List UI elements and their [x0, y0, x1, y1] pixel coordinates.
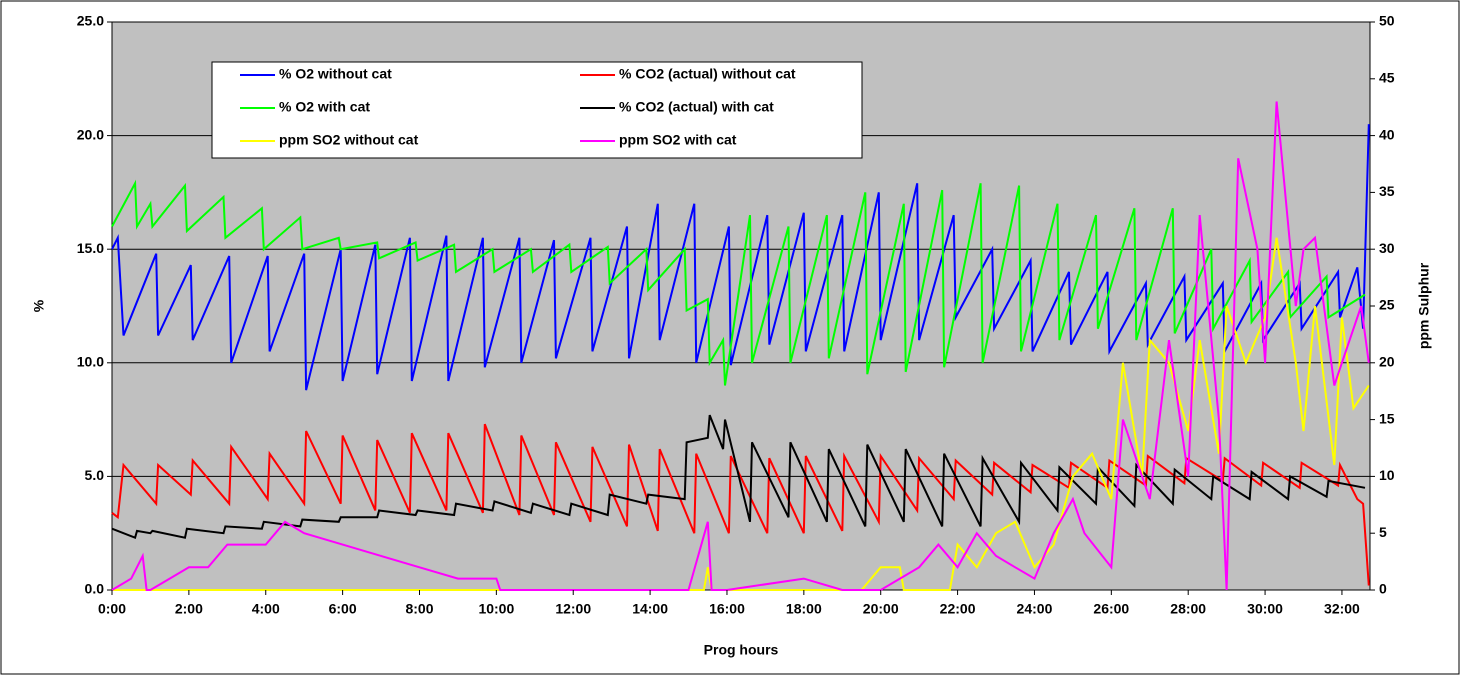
x-tick-label: 8:00: [405, 601, 433, 617]
x-tick-label: 18:00: [786, 601, 822, 617]
x-tick-label: 26:00: [1093, 601, 1129, 617]
x-tick-label: 0:00: [98, 601, 126, 617]
legend-label: % CO2 (actual) without cat: [619, 66, 796, 82]
y-tick-label: 20.0: [77, 126, 104, 142]
y2-tick-label: 50: [1379, 13, 1395, 29]
y2-tick-label: 20: [1379, 354, 1395, 370]
x-tick-label: 24:00: [1017, 601, 1053, 617]
x-axis-title: Prog hours: [704, 642, 779, 658]
series-line: [112, 237, 1370, 591]
legend-label: % O2 without cat: [279, 66, 392, 82]
x-tick-label: 6:00: [329, 601, 357, 617]
series-line: [111, 124, 1370, 391]
y-tick-label: 15.0: [77, 240, 104, 256]
y2-axis-title: ppm Sulphur: [1416, 262, 1432, 349]
legend-box: [211, 61, 863, 159]
y-tick-label: 25.0: [77, 13, 104, 29]
x-tick-label: 16:00: [709, 601, 745, 617]
y-tick-label: 5.0: [85, 467, 105, 483]
y2-tick-label: 40: [1379, 126, 1395, 142]
x-tick-label: 32:00: [1324, 601, 1360, 617]
y2-tick-label: 5: [1379, 524, 1387, 540]
x-tick-label: 14:00: [632, 601, 668, 617]
legend-label: ppm SO2 without cat: [279, 132, 419, 148]
y2-tick-label: 45: [1379, 70, 1395, 86]
x-tick-label: 4:00: [252, 601, 280, 617]
x-tick-label: 20:00: [863, 601, 899, 617]
y-tick-label: 10.0: [77, 354, 104, 370]
x-tick-label: 28:00: [1170, 601, 1206, 617]
y2-tick-label: 0: [1379, 581, 1387, 597]
x-tick-label: 30:00: [1247, 601, 1283, 617]
legend-label: % CO2 (actual) with cat: [619, 99, 774, 115]
y2-tick-label: 25: [1379, 297, 1395, 313]
y2-tick-label: 10: [1379, 467, 1395, 483]
y2-tick-label: 15: [1379, 410, 1395, 426]
x-tick-label: 12:00: [555, 601, 591, 617]
y2-tick-label: 30: [1379, 240, 1395, 256]
y-axis-title: %: [31, 299, 47, 312]
series-line: [111, 101, 1370, 591]
y2-tick-label: 35: [1379, 183, 1395, 199]
legend-label: % O2 with cat: [279, 99, 370, 115]
series-line: [111, 179, 1366, 386]
series-line: [111, 423, 1370, 586]
x-tick-label: 10:00: [478, 601, 514, 617]
series-line: [111, 414, 1366, 540]
y-tick-label: 0.0: [85, 581, 105, 597]
x-tick-label: 22:00: [940, 601, 976, 617]
x-tick-label: 2:00: [175, 601, 203, 617]
legend-label: ppm SO2 with cat: [619, 132, 737, 148]
